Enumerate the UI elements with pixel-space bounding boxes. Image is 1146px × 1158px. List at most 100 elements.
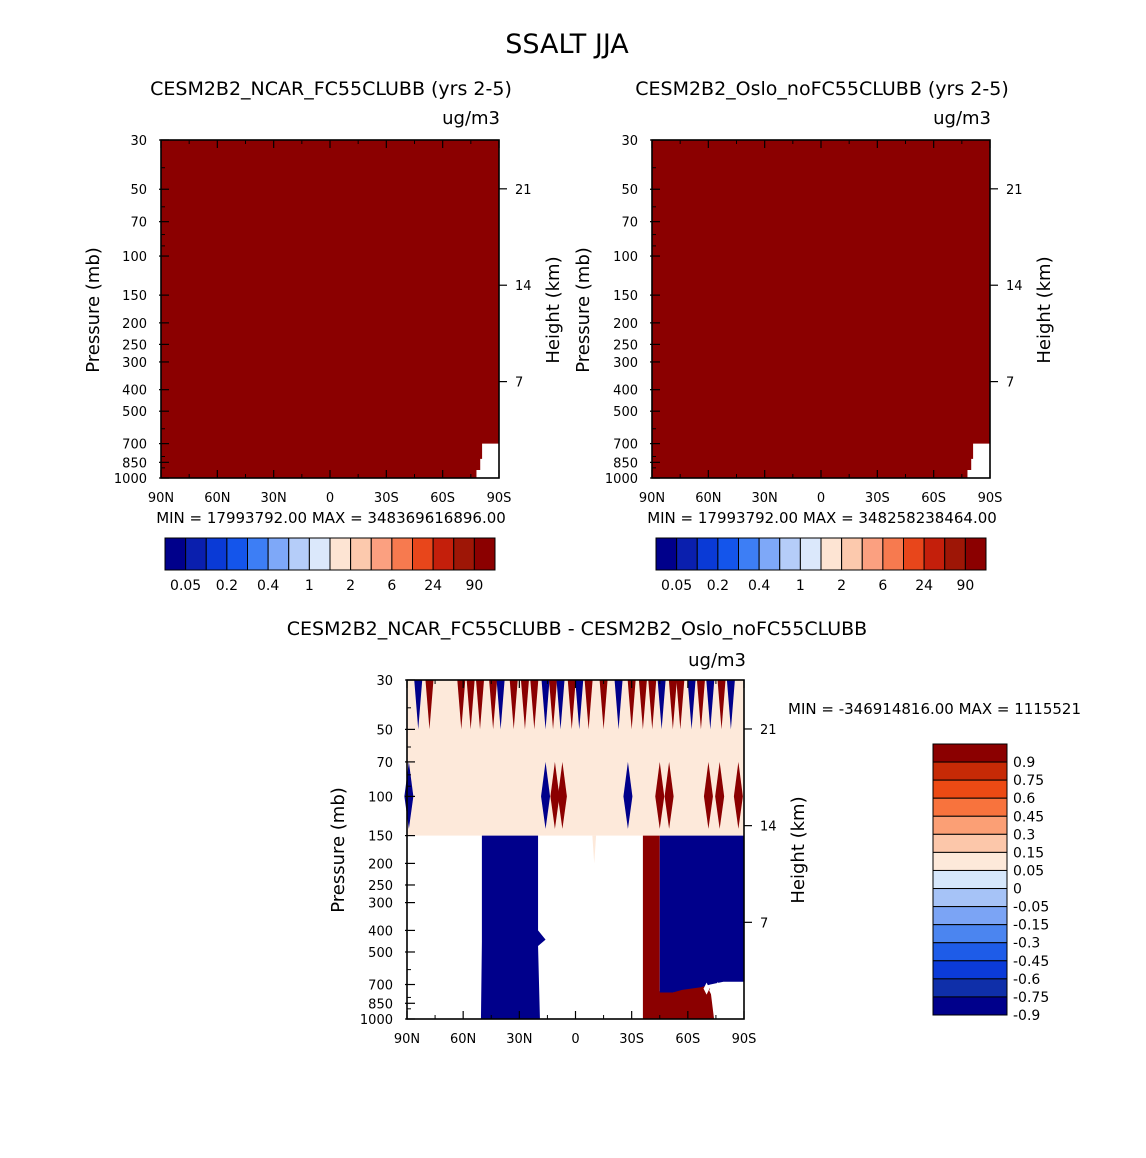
y-right-tick-label: 7 bbox=[515, 376, 523, 391]
y-tick-label: 300 bbox=[613, 356, 638, 371]
positive-region-sh bbox=[642, 835, 715, 1019]
y-right-tick-label: 14 bbox=[1006, 279, 1023, 294]
y-right-tick-label: 7 bbox=[1006, 376, 1014, 391]
colorbar-label: 0.45 bbox=[1013, 809, 1044, 825]
y-tick-label: 70 bbox=[376, 756, 393, 771]
colorbar-box bbox=[932, 761, 1008, 781]
colorbar-box bbox=[779, 537, 801, 571]
x-tick-label: 30S bbox=[619, 1032, 644, 1047]
colorbar-label: 0.05 bbox=[170, 578, 201, 594]
colorbar-label: 0.4 bbox=[748, 578, 770, 594]
y-tick-label: 150 bbox=[122, 289, 147, 304]
negative-spike bbox=[726, 680, 735, 730]
colorbar-box bbox=[226, 537, 248, 571]
positive-blob bbox=[715, 761, 725, 829]
colorbar-box bbox=[288, 537, 310, 571]
x-tick-label: 60N bbox=[695, 491, 721, 506]
negative-spike bbox=[414, 680, 423, 730]
y-tick-label: 100 bbox=[613, 250, 638, 265]
positive-spike bbox=[476, 680, 485, 730]
negative-region-sh bbox=[659, 835, 744, 993]
x-tick-label: 0 bbox=[817, 491, 825, 506]
units-label: ug/m3 bbox=[442, 108, 500, 129]
positive-spike bbox=[457, 680, 466, 730]
positive-blob bbox=[664, 761, 674, 829]
positive-blob bbox=[557, 761, 567, 829]
y-tick-label: 50 bbox=[130, 183, 147, 198]
missing-data-region bbox=[476, 443, 499, 478]
x-tick-label: 0 bbox=[326, 491, 334, 506]
y-tick-label: 200 bbox=[122, 317, 147, 332]
colorbar-label: 2 bbox=[346, 578, 355, 594]
x-tick-label: 90N bbox=[148, 491, 174, 506]
y-tick-label: 100 bbox=[122, 250, 147, 265]
y-tick-label: 100 bbox=[368, 790, 393, 805]
y-axis-label-left: Pressure (mb) bbox=[328, 787, 349, 913]
gap-diamond bbox=[709, 984, 716, 997]
y-axis-label-right: Height (km) bbox=[788, 796, 809, 903]
x-tick-label: 90S bbox=[732, 1032, 757, 1047]
positive-spike bbox=[466, 680, 475, 730]
colorbar-label: -0.05 bbox=[1013, 900, 1049, 916]
colorbar-box bbox=[932, 815, 1008, 835]
filled-contour-max bbox=[652, 140, 990, 478]
colorbar-label: 0.2 bbox=[216, 578, 238, 594]
colorbar-box bbox=[932, 833, 1008, 853]
colorbar-box bbox=[882, 537, 904, 571]
x-tick-label: 60N bbox=[204, 491, 230, 506]
colorbar-box bbox=[350, 537, 372, 571]
positive-spike bbox=[638, 680, 647, 730]
y-tick-label: 300 bbox=[368, 897, 393, 912]
negative-spike bbox=[687, 680, 696, 730]
colorbar-box bbox=[247, 537, 269, 571]
x-tick-label: 90N bbox=[639, 491, 665, 506]
panel-title: CESM2B2_Oslo_noFC55CLUBB (yrs 2-5) bbox=[635, 78, 1009, 100]
positive-blob bbox=[733, 761, 743, 829]
colorbar-box bbox=[329, 537, 352, 571]
negative-region-nh bbox=[480, 835, 546, 1019]
colorbar-label: 1 bbox=[305, 578, 314, 594]
x-tick-label: 30N bbox=[506, 1032, 532, 1047]
colorbar-label: 0.6 bbox=[1013, 791, 1035, 807]
missing-data-region bbox=[723, 992, 744, 1019]
y-axis-label-right: Height (km) bbox=[543, 256, 564, 363]
y-tick-label: 70 bbox=[130, 216, 147, 231]
positive-spike bbox=[627, 680, 636, 730]
colorbar-box bbox=[932, 851, 1008, 871]
colorbar: 0.05 0.2 0.4 1 2 6 24 90 bbox=[655, 537, 987, 594]
y-tick-label: 150 bbox=[368, 830, 393, 845]
y-right-tick-label: 21 bbox=[515, 183, 532, 198]
x-tick-label: 60N bbox=[450, 1032, 476, 1047]
y-tick-label: 700 bbox=[122, 438, 147, 453]
y-right-tick-label: 14 bbox=[515, 279, 532, 294]
negative-spike bbox=[541, 680, 550, 730]
colorbar-label: -0.6 bbox=[1013, 972, 1040, 988]
stats-label: MIN = 17993792.00 MAX = 348258238464.00 bbox=[647, 509, 997, 527]
positive-spike bbox=[599, 680, 608, 730]
colorbar-box bbox=[944, 537, 966, 571]
positive-spike bbox=[676, 680, 685, 730]
y-tick-label: 500 bbox=[122, 405, 147, 420]
colorbar-label: 6 bbox=[387, 578, 396, 594]
colorbar-box bbox=[676, 537, 698, 571]
y-tick-label: 700 bbox=[613, 438, 638, 453]
colorbar-label: 0.2 bbox=[707, 578, 729, 594]
positive-spike bbox=[530, 680, 539, 730]
colorbar-box bbox=[932, 942, 1008, 962]
panel-oslo: CESM2B2_Oslo_noFC55CLUBB (yrs 2-5) ug/m3… bbox=[573, 78, 1055, 594]
colorbar-label: 0.4 bbox=[257, 578, 279, 594]
y-tick-label: 50 bbox=[621, 183, 638, 198]
colorbar-label: 0.9 bbox=[1013, 755, 1035, 771]
y-axis-label-left: Pressure (mb) bbox=[573, 247, 594, 373]
y-tick-label: 850 bbox=[368, 997, 393, 1012]
colorbar-label: 2 bbox=[837, 578, 846, 594]
colorbar-box bbox=[432, 537, 455, 571]
colorbar-label: 24 bbox=[424, 578, 442, 594]
positive-spike bbox=[567, 680, 576, 730]
colorbar-box bbox=[932, 996, 1008, 1016]
y-tick-label: 250 bbox=[122, 338, 147, 353]
colorbar-label: -0.15 bbox=[1013, 918, 1049, 934]
positive-spike bbox=[696, 680, 705, 730]
colorbar-box bbox=[308, 537, 331, 571]
colorbar-label: 0.05 bbox=[661, 578, 692, 594]
